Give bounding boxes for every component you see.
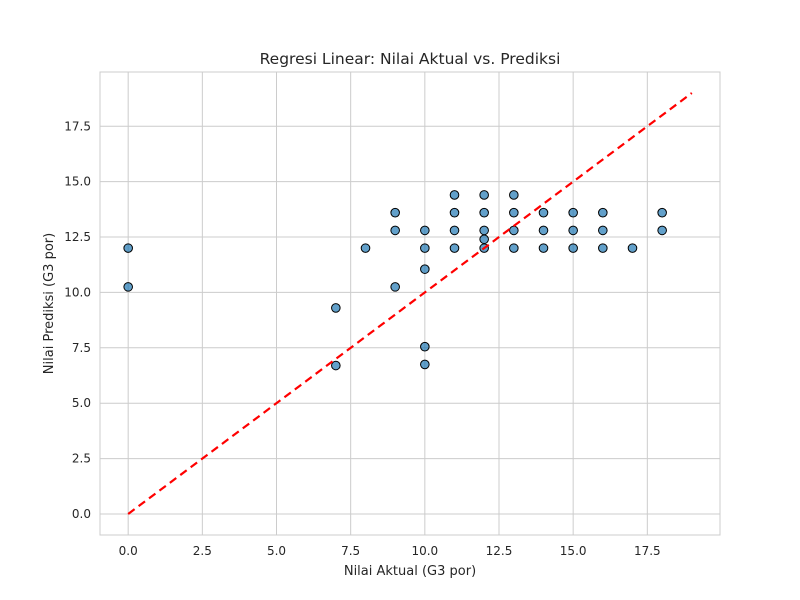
data-point <box>627 243 638 253</box>
x-tick-label: 2.5 <box>193 544 212 558</box>
y-tick-label: 7.5 <box>72 341 91 355</box>
chart-title: Regresi Linear: Nilai Aktual vs. Prediks… <box>260 50 561 68</box>
data-point <box>509 190 519 200</box>
data-point <box>479 190 489 200</box>
data-point <box>568 243 578 253</box>
data-point <box>331 303 341 313</box>
data-point <box>509 207 519 218</box>
data-point <box>598 225 608 236</box>
x-tick-label: 10.0 <box>411 544 438 558</box>
data-point <box>598 243 608 253</box>
data-point <box>538 207 549 218</box>
data-point <box>123 243 133 253</box>
tick-labels: 0.0 2.5 5.0 7.5 10.0 12.5 15.0 17.5 0.0 2.5 5.0 7.5… <box>64 119 660 558</box>
y-tick-label: 2.5 <box>72 452 91 466</box>
y-tick-label: 5.0 <box>72 396 91 410</box>
y-tick-label: 10.0 <box>64 285 91 299</box>
data-point <box>598 207 608 218</box>
data-point <box>390 207 400 218</box>
data-point <box>449 225 460 236</box>
data-point <box>123 282 133 292</box>
data-point <box>420 264 430 274</box>
y-axis-label: Nilai Prediksi (G3 por) <box>42 233 57 374</box>
data-point <box>538 243 549 253</box>
data-point <box>509 225 519 236</box>
data-point <box>420 359 430 370</box>
grid-layer <box>100 72 720 535</box>
data-point <box>657 207 667 218</box>
data-point <box>568 207 578 218</box>
y-tick-label: 17.5 <box>64 119 91 133</box>
y-tick-label: 15.0 <box>64 175 91 189</box>
y-tick-label: 12.5 <box>64 230 91 244</box>
x-tick-label: 15.0 <box>560 544 587 558</box>
data-point <box>390 282 400 292</box>
data-point <box>479 225 489 236</box>
data-point <box>420 225 430 236</box>
y-tick-label: 0.0 <box>72 507 91 521</box>
data-point <box>449 190 460 200</box>
reference-line <box>127 92 693 515</box>
data-point <box>360 243 371 253</box>
data-point <box>449 207 460 218</box>
data-point <box>331 360 341 371</box>
data-point <box>390 225 400 236</box>
points-layer <box>123 190 667 371</box>
data-point <box>479 207 489 218</box>
data-point <box>479 234 489 245</box>
data-point <box>420 243 430 253</box>
data-point <box>420 341 430 352</box>
x-tick-label: 0.0 <box>119 544 138 558</box>
x-tick-label: 7.5 <box>341 544 360 558</box>
data-point <box>509 243 519 253</box>
x-tick-label: 17.5 <box>634 544 661 558</box>
data-point <box>449 243 460 253</box>
data-point <box>538 225 549 236</box>
plot-area <box>99 71 721 536</box>
x-axis-label: Nilai Aktual (G3 por) <box>344 564 476 579</box>
x-tick-label: 5.0 <box>267 544 286 558</box>
data-point <box>657 225 667 236</box>
x-tick-label: 12.5 <box>486 544 513 558</box>
data-point <box>568 225 578 236</box>
